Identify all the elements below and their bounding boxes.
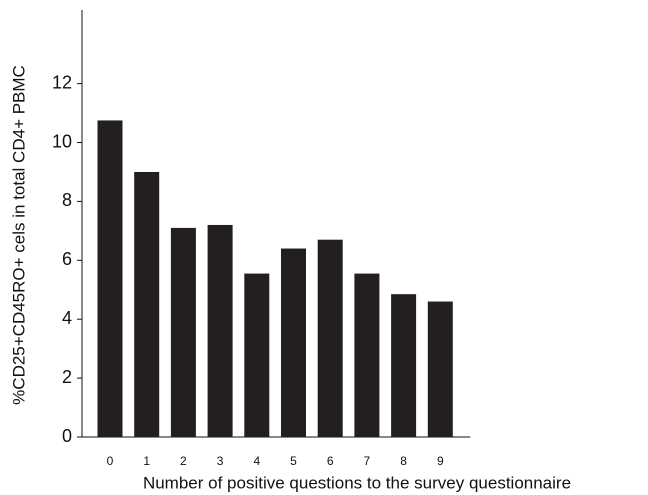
y-tick-label: 8 <box>62 190 72 210</box>
x-axis-title: Number of positive questions to the surv… <box>143 473 571 492</box>
x-tick-label: 1 <box>143 454 150 468</box>
bar <box>281 248 306 437</box>
y-tick-label: 12 <box>52 72 72 92</box>
bar <box>354 273 380 437</box>
bar <box>207 224 233 437</box>
y-tick-label: 0 <box>62 426 72 446</box>
y-tick-label: 10 <box>52 131 72 151</box>
x-tick-label: 6 <box>327 454 334 468</box>
y-tick-label: 4 <box>62 308 72 328</box>
x-tick-label: 5 <box>290 454 297 468</box>
x-tick-label: 9 <box>437 454 444 468</box>
y-axis-title: %CD25+CD45RO+ cels in total CD4+ PBMC <box>9 65 28 405</box>
x-tick-label: 7 <box>364 454 371 468</box>
bar <box>97 120 123 438</box>
bar <box>317 239 343 437</box>
bar <box>427 301 453 437</box>
bar <box>170 227 196 437</box>
bar <box>244 273 270 437</box>
x-tick-label: 4 <box>253 454 260 468</box>
bar <box>134 171 160 437</box>
x-tick-label: 8 <box>400 454 407 468</box>
x-tick-label: 3 <box>217 454 224 468</box>
y-tick-label: 2 <box>62 367 72 387</box>
x-tick-label: 2 <box>180 454 187 468</box>
bar <box>391 294 417 437</box>
x-tick-label: 0 <box>107 454 114 468</box>
y-tick-label: 6 <box>62 249 72 269</box>
